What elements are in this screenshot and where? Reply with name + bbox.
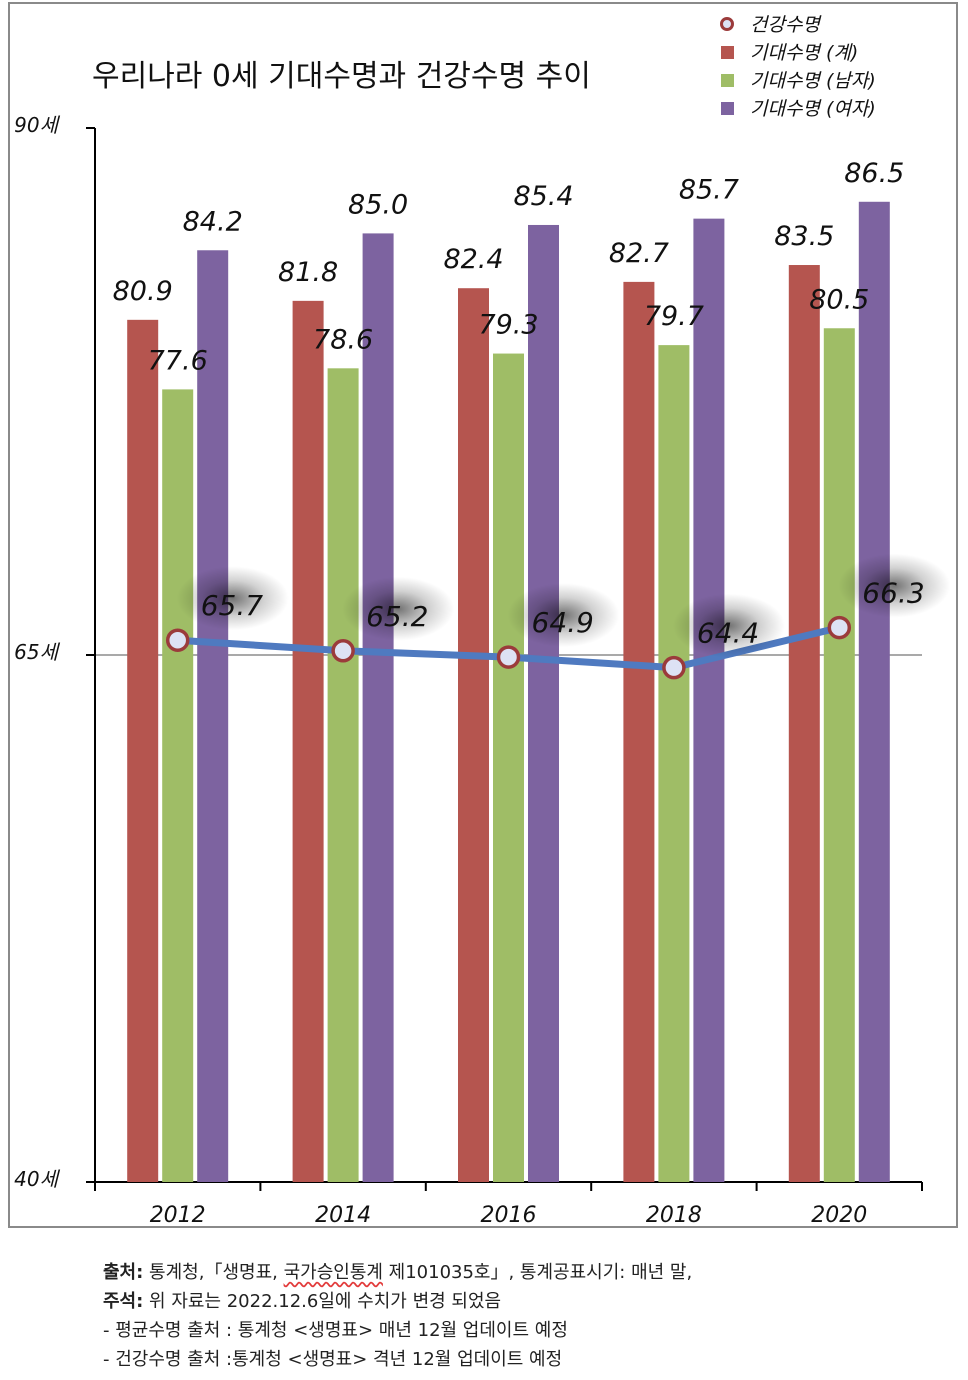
- y-tick-label: 65세: [14, 640, 60, 664]
- value-label-shadow: [342, 576, 455, 641]
- bar-value-label: 82.4: [443, 244, 503, 275]
- bar: [362, 233, 394, 1182]
- bar: [693, 218, 725, 1183]
- source-note: 출처: 통계청,「생명표, 국가승인통계 제101035호」, 통계공표시기: …: [103, 1258, 692, 1287]
- bar-value-label: 85.4: [513, 181, 573, 212]
- remark-label: 주석:: [103, 1291, 144, 1312]
- legend-label: 건강수명: [750, 14, 822, 36]
- bar: [858, 201, 890, 1182]
- source-post: 제101035호」, 통계공표시기: 매년 말,: [382, 1262, 693, 1283]
- legend-label: 기대수명 (여자): [750, 98, 876, 120]
- legend-marker-bar: [721, 102, 734, 115]
- healthy-life-source: - 건강수명 출처 :통계청 <생명표> 격년 12월 업데이트 예정: [103, 1349, 563, 1370]
- bar-value-label: 82.7: [609, 238, 669, 269]
- bar: [823, 328, 855, 1182]
- bar-value-label: 79.3: [478, 310, 538, 341]
- value-label-shadow: [838, 553, 951, 618]
- bar-value-label: 85.7: [679, 175, 739, 206]
- healthy-life-value-label: 66.3: [862, 577, 924, 610]
- chart-title: 우리나라 0세 기대수명과 건강수명 추이: [92, 59, 591, 94]
- bar: [197, 250, 229, 1182]
- remark-note: 주석: 위 자료는 2022.12.6일에 수치가 변경 되었음: [103, 1287, 692, 1316]
- value-label-shadow: [507, 583, 620, 648]
- healthy-life-marker: [827, 615, 852, 640]
- bar-value-label: 78.6: [313, 324, 373, 355]
- bar: [292, 300, 324, 1183]
- healthy-life-marker: [662, 655, 686, 680]
- bar-value-label: 79.7: [644, 301, 704, 332]
- bar: [623, 281, 655, 1182]
- x-tick-label: 2012: [150, 1203, 206, 1228]
- bar: [528, 224, 559, 1182]
- healthy-life-marker: [496, 645, 521, 669]
- x-tick-label: 2016: [481, 1203, 537, 1228]
- value-label-shadow: [672, 593, 785, 658]
- x-tick-label: 2018: [646, 1203, 702, 1228]
- legend-label: 기대수명 (남자): [750, 70, 876, 92]
- source-label: 출처:: [103, 1262, 144, 1283]
- bar-value-label: 80.5: [809, 284, 869, 315]
- bar: [493, 353, 524, 1182]
- legend-marker-line: [720, 17, 734, 31]
- chart-notes: 출처: 통계청,「생명표, 국가승인통계 제101035호」, 통계공표시기: …: [103, 1258, 692, 1374]
- y-tick-label: 40세: [14, 1167, 60, 1191]
- y-tick-label: 90세: [14, 113, 60, 137]
- bar: [127, 319, 159, 1182]
- bar-value-label: 77.6: [148, 345, 208, 376]
- legend-label: 기대수명 (계): [750, 42, 858, 64]
- healthy-life-marker: [331, 639, 355, 663]
- x-tick-label: 2020: [811, 1203, 867, 1228]
- bar-value-label: 85.0: [348, 189, 408, 220]
- source-mark: 국가승인통계: [283, 1262, 383, 1283]
- chart-frame: [8, 2, 958, 1228]
- x-tick-label: 2014: [315, 1203, 371, 1228]
- bar: [658, 345, 690, 1182]
- avg-life-source: - 평균수명 출처 : 통계청 <생명표> 매년 12월 업데이트 예정: [103, 1320, 568, 1341]
- legend-marker-bar: [721, 74, 734, 87]
- healthy-life-value-label: 65.2: [366, 600, 428, 633]
- remark-text: 위 자료는 2022.12.6일에 수치가 변경 되었음: [143, 1291, 502, 1312]
- healthy-life-value-label: 65.7: [201, 589, 264, 622]
- bar-value-label: 83.5: [774, 221, 834, 252]
- bar: [162, 389, 194, 1183]
- bar-value-label: 81.8: [278, 257, 338, 288]
- bar-value-label: 84.2: [183, 206, 243, 237]
- bar: [458, 288, 489, 1182]
- chart: 우리나라 0세 기대수명과 건강수명 추이 40세 65세 90세 2012 2014 2…: [14, 14, 951, 1228]
- healthy-life-value-label: 64.4: [697, 617, 759, 650]
- bar-value-label: 80.9: [113, 276, 173, 307]
- healthy-life-value-label: 64.9: [532, 606, 594, 639]
- bar: [788, 265, 820, 1182]
- healthy-life-marker: [165, 628, 190, 652]
- legend-marker-bar: [721, 46, 734, 59]
- bar-value-label: 86.5: [844, 158, 904, 189]
- source-pre: 통계청,「생명표,: [143, 1262, 284, 1283]
- bar: [327, 368, 359, 1182]
- value-label-shadow: [176, 566, 289, 631]
